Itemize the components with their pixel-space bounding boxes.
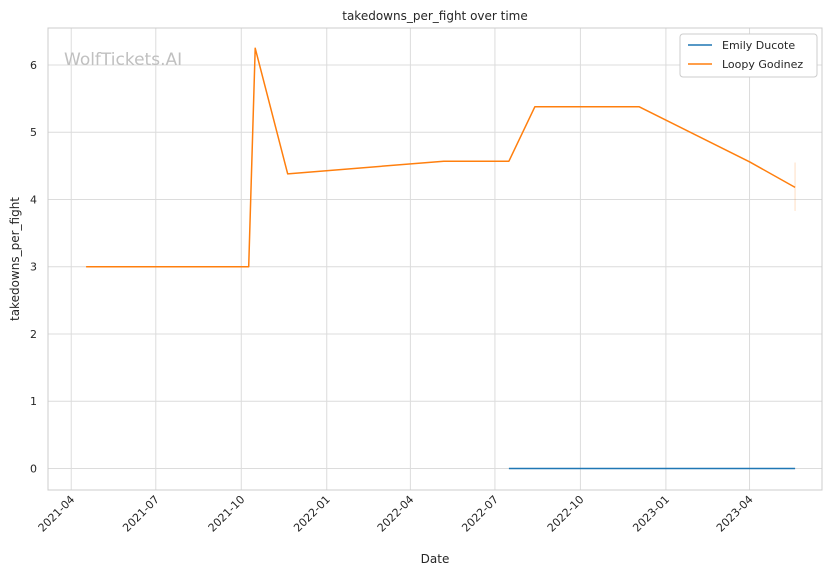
x-tick-label: 2021-10 (206, 493, 248, 535)
y-tick-label: 6 (30, 59, 37, 72)
x-axis-label: Date (421, 552, 450, 566)
x-tick-label: 2023-01 (630, 493, 672, 535)
grid (48, 28, 822, 490)
plot-frame (47, 27, 823, 491)
chart-title: takedowns_per_fight over time (342, 9, 528, 23)
x-tick-label: 2022-04 (375, 493, 417, 535)
x-tick-label: 2023-04 (714, 493, 756, 535)
x-tick-label: 2021-04 (36, 493, 78, 535)
watermark: WolfTickets.AI (64, 50, 182, 70)
x-tick-label: 2021-07 (120, 493, 162, 535)
x-tick-label: 2022-07 (459, 493, 501, 535)
series-layer (86, 47, 796, 470)
y-tick-label: 0 (30, 462, 37, 475)
y-tick-label: 1 (30, 395, 37, 408)
y-tick-label: 5 (30, 126, 37, 139)
legend: Emily Ducote Loopy Godinez (679, 33, 818, 78)
series-line-loopy-godinez (86, 47, 796, 268)
x-tick-label: 2022-10 (545, 493, 587, 535)
x-tick-label: 2022-01 (291, 493, 333, 535)
tick-labels: 0 1 2 3 4 5 6 2021-04 2021-07 2021-10 2022-01 2022-… (30, 59, 756, 535)
y-tick-label: 3 (30, 261, 37, 274)
legend-box (679, 33, 818, 78)
legend-label-emily-ducote: Emily Ducote (722, 39, 795, 52)
legend-label-loopy-godinez: Loopy Godinez (722, 58, 803, 71)
y-tick-label: 4 (30, 193, 37, 206)
y-tick-label: 2 (30, 328, 37, 341)
y-axis-label: takedowns_per_fight (8, 197, 22, 321)
